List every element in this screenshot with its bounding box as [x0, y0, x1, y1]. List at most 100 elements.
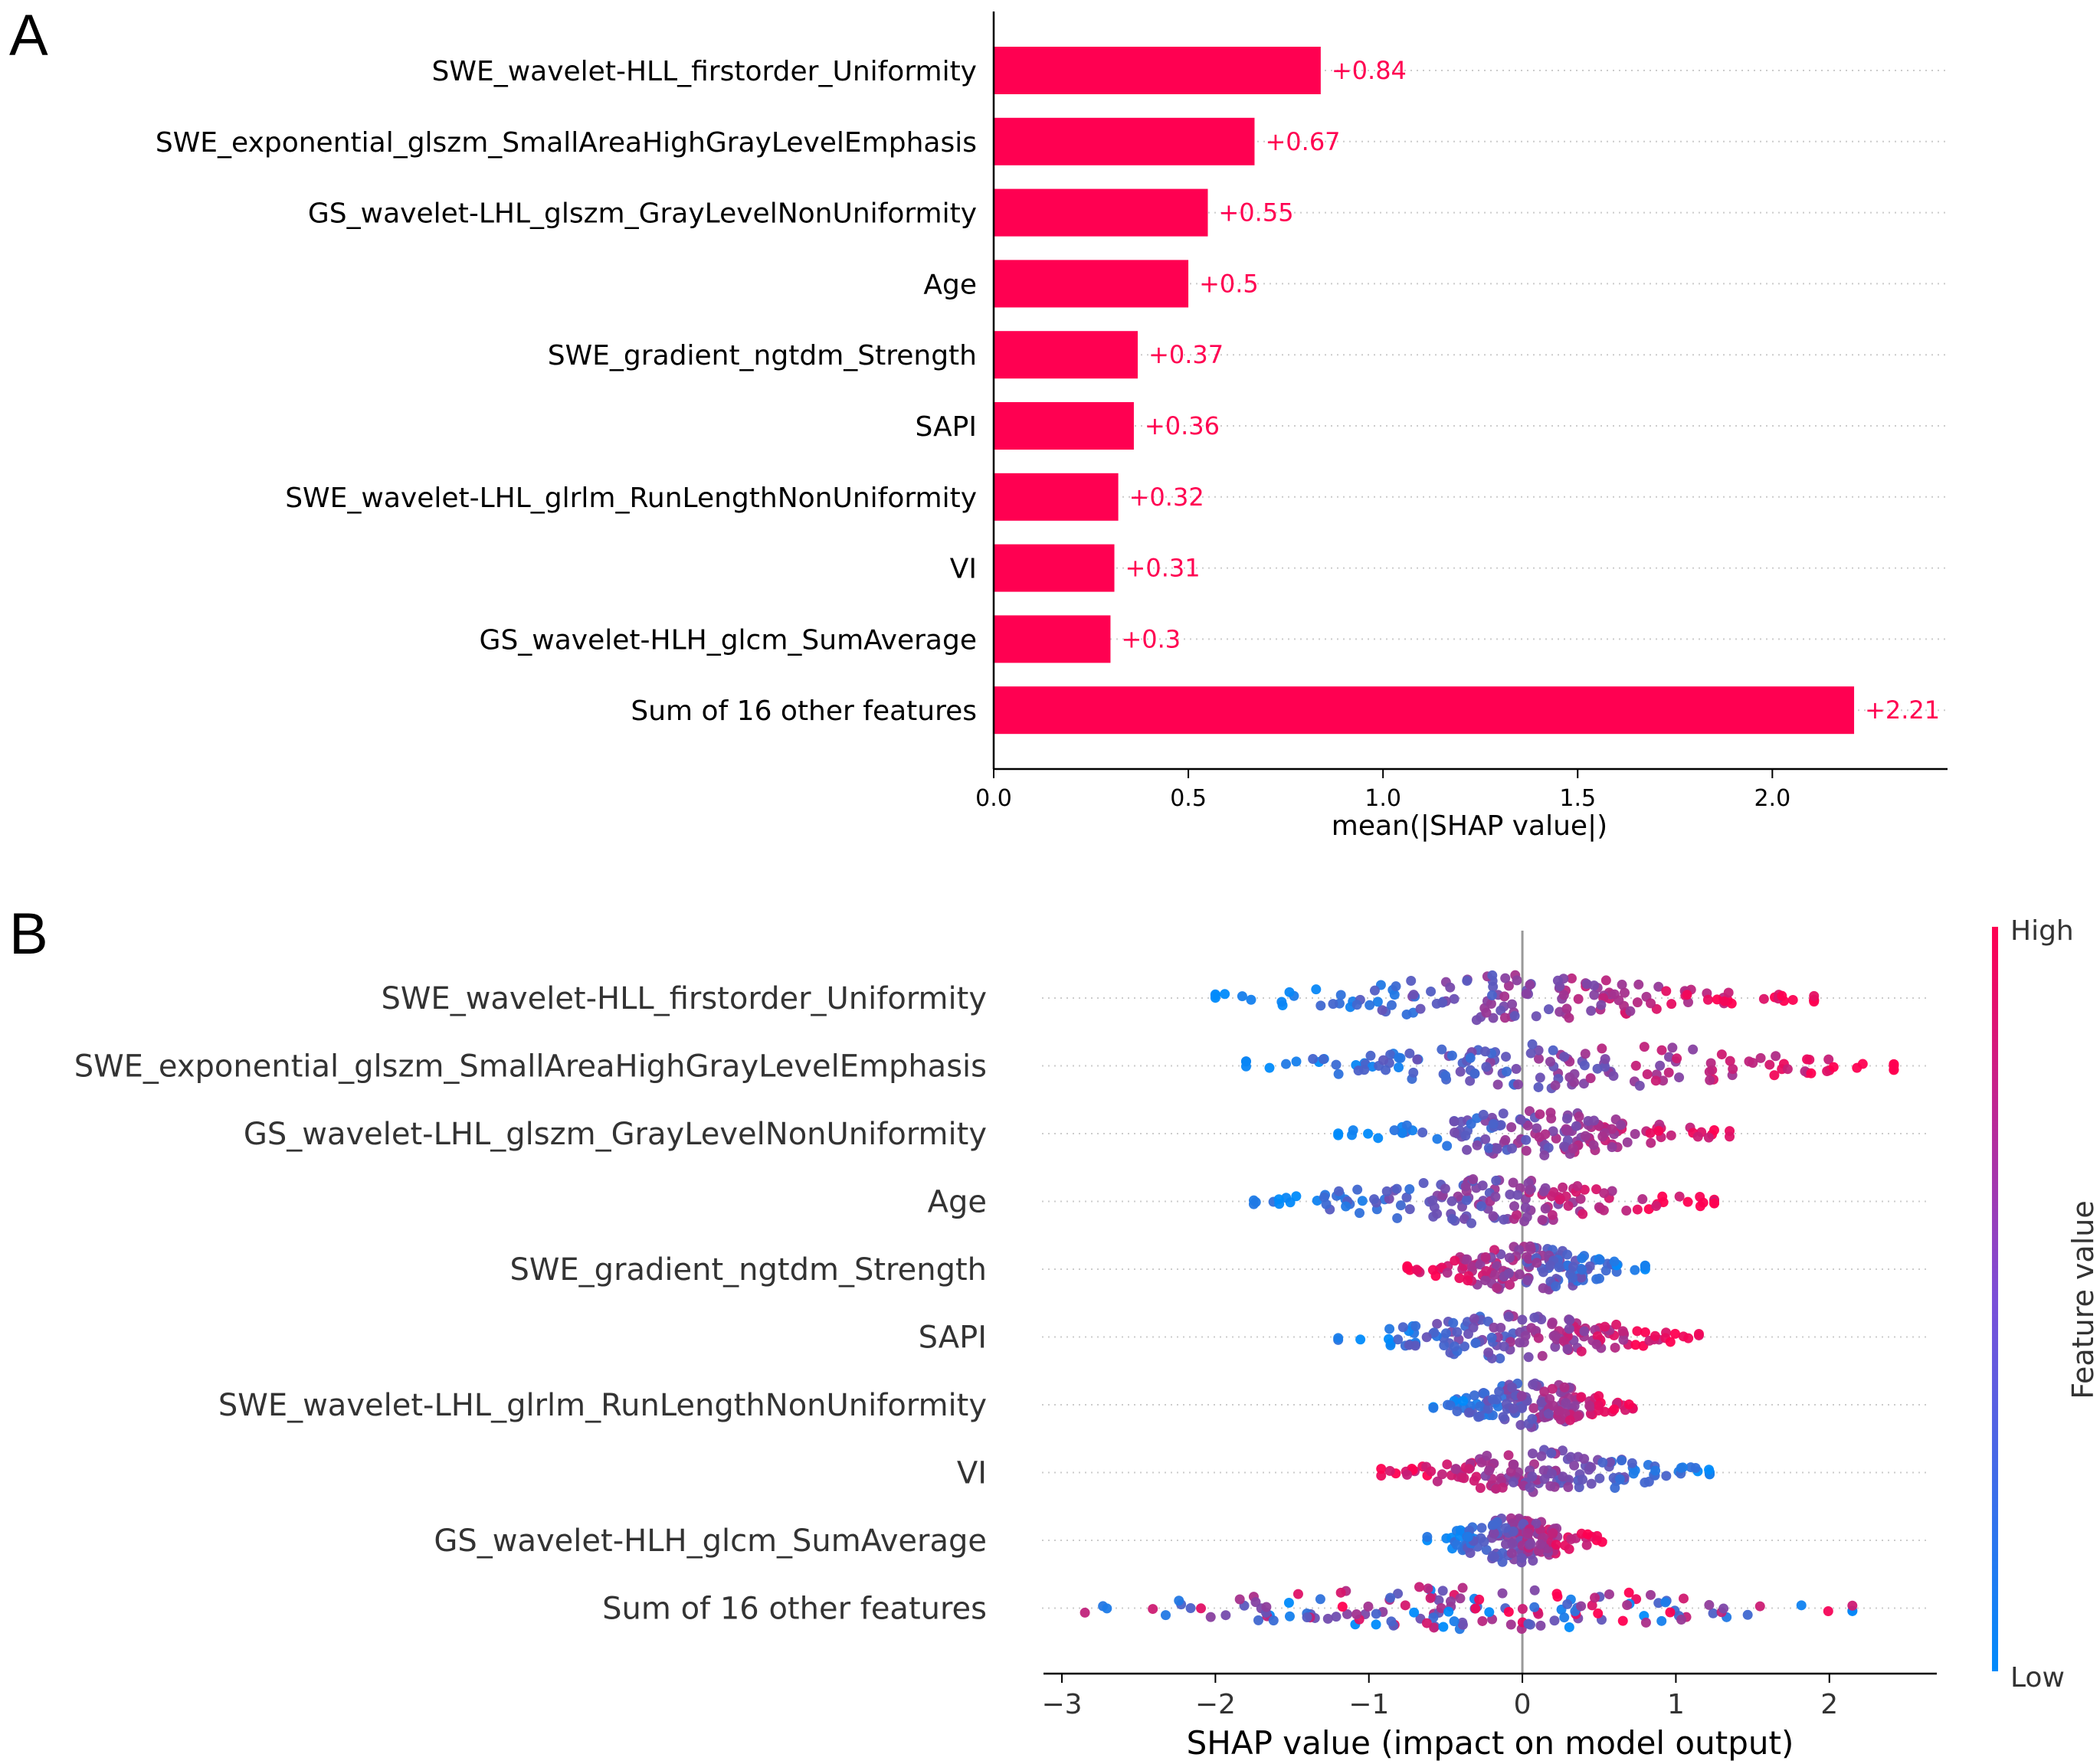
swarm-dot	[1588, 1140, 1599, 1150]
category-label: SWE_exponential_glszm_SmallAreaHighGrayL…	[156, 127, 977, 159]
swarm-dot	[1555, 1194, 1565, 1205]
bar	[994, 188, 1208, 237]
swarm-dot	[1352, 1184, 1363, 1195]
swarm-dot	[1564, 1072, 1575, 1082]
swarm-dot	[1742, 1609, 1753, 1620]
swarm-dot	[1787, 994, 1798, 1005]
swarm-dot	[1503, 1311, 1514, 1322]
swarm-dot	[1446, 1196, 1457, 1206]
swarm-dot	[1576, 1392, 1587, 1402]
swarm-dot	[1486, 999, 1496, 1010]
swarm-dot	[1451, 1540, 1462, 1550]
swarm-dot	[1473, 1412, 1484, 1422]
swarm-dot	[1490, 1191, 1501, 1202]
swarm-dot	[1348, 1125, 1358, 1136]
swarm-dot	[1651, 1201, 1662, 1212]
swarm-dot	[1728, 1064, 1738, 1075]
swarm-dot	[1284, 1611, 1295, 1622]
swarm-dot	[1503, 1268, 1514, 1278]
swarm-dot	[1404, 1340, 1414, 1350]
swarm-dot	[1592, 1530, 1603, 1541]
swarm-dot	[1672, 1053, 1682, 1064]
swarm-dot	[1614, 1474, 1625, 1484]
swarm-dot	[1630, 1060, 1641, 1071]
swarm-dot	[1725, 1055, 1735, 1066]
swarm-dot	[1559, 1612, 1570, 1623]
swarm-dot	[1712, 994, 1722, 1005]
swarm-dot	[1823, 1054, 1834, 1065]
value-label: +0.55	[1218, 198, 1293, 227]
swarm-dot	[1806, 1068, 1817, 1078]
swarm-dot	[1718, 1603, 1729, 1614]
swarm-dot	[1538, 1186, 1549, 1196]
panel-label-b: B	[9, 902, 48, 967]
swarm-dot	[1571, 1121, 1581, 1131]
swarm-dot	[1754, 1601, 1765, 1612]
swarm-dot	[1281, 1059, 1292, 1069]
swarm-dot	[1496, 1322, 1506, 1333]
swarm-dot	[1507, 1538, 1518, 1549]
swarm-dot	[1480, 1252, 1491, 1262]
swarm-dot	[1475, 1483, 1486, 1494]
swarm-dot	[1577, 1265, 1587, 1275]
swarm-dot	[1335, 990, 1346, 1000]
swarm-dot	[1611, 1319, 1622, 1330]
swarm-dot	[1536, 1397, 1547, 1408]
swarm-dot	[1515, 1114, 1526, 1125]
swarm-dot	[1469, 1314, 1479, 1324]
swarm-dot	[1569, 1460, 1580, 1471]
swarm-dot	[1523, 1352, 1534, 1363]
swarm-dot	[1607, 1142, 1617, 1153]
swarm-dot	[1427, 1195, 1438, 1206]
swarm-dot	[1483, 1347, 1494, 1358]
swarm-dot	[1705, 1058, 1716, 1069]
swarm-dot	[1665, 1607, 1676, 1618]
bar	[994, 331, 1138, 379]
swarm-dot	[1565, 1451, 1576, 1462]
swarm-dot	[1515, 1419, 1526, 1430]
swarm-dot	[1525, 1482, 1535, 1493]
swarm-dot	[1529, 1585, 1540, 1595]
swarm-dot	[1705, 1075, 1715, 1085]
swarm-dot	[1777, 990, 1787, 1001]
value-label: +0.32	[1129, 483, 1204, 512]
swarm-dot	[1558, 1336, 1569, 1347]
swarm-dot	[1240, 1061, 1251, 1072]
swarm-dot	[1600, 1321, 1610, 1332]
swarm-dot	[1414, 1582, 1425, 1592]
bar	[994, 47, 1321, 94]
swarm-dot	[1333, 1130, 1344, 1141]
swarm-dot	[1442, 1141, 1453, 1151]
swarm-dot	[1600, 975, 1611, 986]
swarm-dot	[1479, 1537, 1489, 1547]
swarm-dot	[1488, 1118, 1499, 1129]
swarm-dot	[1847, 1600, 1858, 1611]
swarm-dot	[1477, 1180, 1488, 1191]
value-label: +0.67	[1265, 127, 1340, 156]
swarm-dot	[1702, 994, 1713, 1005]
swarm-dot	[1523, 1618, 1534, 1629]
swarm-dot	[1508, 1403, 1518, 1414]
swarm-dot	[1469, 1475, 1479, 1486]
swarm-dot	[1463, 1531, 1473, 1542]
swarm-dot	[1408, 1067, 1419, 1078]
swarm-dot	[1539, 1386, 1550, 1397]
swarm-dot	[1769, 1070, 1780, 1081]
swarm-dot	[1550, 1341, 1561, 1352]
swarm-dot	[1341, 1201, 1351, 1212]
swarm-dot	[1591, 1339, 1602, 1350]
bar	[994, 544, 1115, 592]
swarm-dot	[1384, 1193, 1394, 1204]
swarm-dot	[1492, 1517, 1502, 1527]
swarm-dot	[1545, 1056, 1555, 1067]
swarm-dot	[1589, 990, 1600, 1000]
swarm-dot	[1454, 1273, 1465, 1284]
x-tick-label: 0.0	[975, 785, 1012, 812]
swarm-dot	[1630, 1265, 1640, 1275]
swarm-dot	[1584, 1465, 1594, 1475]
swarm-dot	[1695, 1201, 1705, 1212]
swarm-dot	[1422, 1532, 1433, 1543]
swarm-dot	[1410, 1321, 1421, 1331]
swarm-dot	[1494, 1386, 1505, 1397]
x-axis-label: mean(|SHAP value|)	[1332, 810, 1607, 842]
